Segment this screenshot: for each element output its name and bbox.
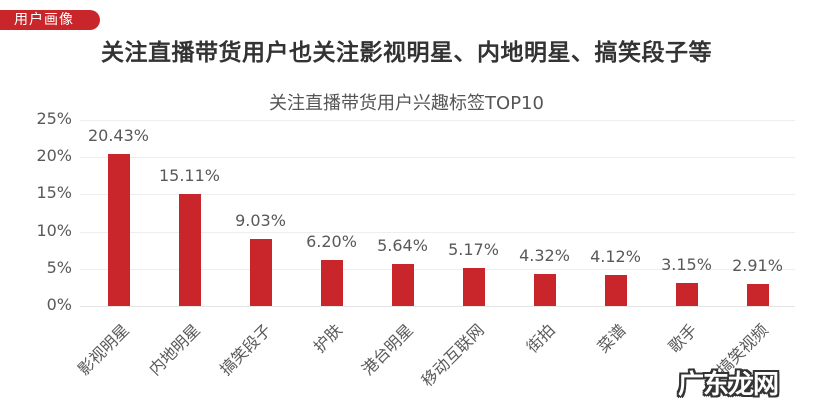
data-label: 5.64% bbox=[377, 236, 428, 256]
bar bbox=[249, 238, 272, 306]
x-axis-label: 菜谱 bbox=[593, 320, 630, 357]
chart-title: 关注直播带货用户兴趣标签TOP10 bbox=[269, 93, 544, 114]
x-axis-label: 街拍 bbox=[522, 320, 559, 357]
x-axis-label: 影视明星 bbox=[73, 320, 133, 380]
x-axis-label: 歌手 bbox=[664, 320, 701, 357]
gridline bbox=[80, 232, 795, 233]
bar bbox=[462, 267, 485, 306]
x-axis-label: 移动互联网 bbox=[417, 320, 488, 391]
section-badge: 用户画像 bbox=[0, 10, 100, 30]
y-axis-tick: 10% bbox=[36, 221, 72, 240]
y-axis-tick: 15% bbox=[36, 183, 72, 202]
data-label: 4.12% bbox=[590, 247, 641, 267]
gridline bbox=[80, 269, 795, 270]
watermark-logo: 广东龙网 bbox=[678, 370, 779, 400]
data-label: 9.03% bbox=[235, 210, 286, 230]
data-label: 2.91% bbox=[732, 256, 783, 276]
data-label: 6.20% bbox=[306, 231, 357, 251]
x-axis-label: 搞笑段子 bbox=[215, 320, 275, 380]
y-axis-tick: 25% bbox=[36, 109, 72, 128]
bar bbox=[675, 282, 698, 306]
bar bbox=[178, 193, 201, 306]
y-axis-tick: 5% bbox=[46, 258, 72, 277]
bar bbox=[391, 264, 414, 306]
data-label: 15.11% bbox=[158, 165, 220, 185]
bar bbox=[533, 273, 556, 306]
data-label: 20.43% bbox=[87, 126, 149, 145]
data-label: 4.32% bbox=[519, 245, 570, 265]
x-axis-label: 港台明星 bbox=[357, 320, 417, 380]
y-axis-tick: 0% bbox=[46, 295, 72, 314]
bar bbox=[107, 154, 130, 306]
bar bbox=[604, 275, 627, 306]
data-label: 3.15% bbox=[661, 254, 712, 274]
data-label: 5.17% bbox=[448, 239, 499, 259]
gridline bbox=[80, 157, 795, 158]
bar bbox=[746, 284, 769, 306]
y-axis-tick: 20% bbox=[36, 146, 72, 165]
gridline bbox=[80, 306, 795, 307]
gridline bbox=[80, 194, 795, 195]
x-axis-label: 护肤 bbox=[309, 320, 346, 357]
gridline bbox=[80, 120, 795, 121]
x-axis-label: 内地明星 bbox=[144, 320, 204, 380]
page-headline: 关注直播带货用户也关注影视明星、内地明星、搞笑段子等 bbox=[101, 40, 712, 66]
bar bbox=[320, 259, 343, 306]
